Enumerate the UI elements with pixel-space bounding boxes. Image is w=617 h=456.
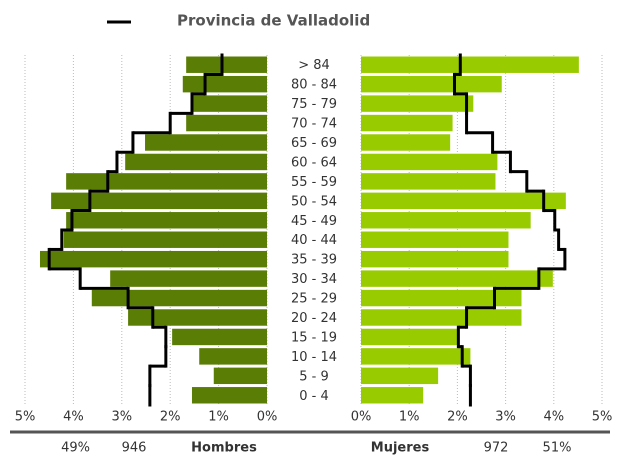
total-percent: 51% — [543, 441, 572, 456]
total-percent: 49% — [61, 441, 90, 456]
series-label: Hombres — [191, 441, 257, 456]
bar — [63, 231, 267, 248]
x-tick-label: 1% — [399, 410, 420, 425]
bar — [361, 348, 471, 365]
bar — [361, 134, 451, 151]
category-label: 20 - 24 — [291, 311, 337, 326]
x-tick-label: 5% — [15, 410, 36, 425]
bar — [361, 56, 579, 73]
category-label: 35 - 39 — [291, 253, 337, 268]
bar — [199, 348, 267, 365]
category-label: 60 - 64 — [291, 155, 337, 170]
bar — [172, 328, 267, 346]
category-label: 5 - 9 — [299, 369, 329, 384]
category-label: 70 - 74 — [291, 117, 337, 132]
series-label: Mujeres — [371, 441, 430, 456]
category-label: 25 - 29 — [291, 292, 337, 307]
bar — [66, 212, 267, 229]
bar — [182, 75, 267, 93]
category-label: 65 - 69 — [291, 136, 337, 151]
x-tick-label: 4% — [543, 410, 564, 425]
category-label: 80 - 84 — [291, 78, 337, 93]
x-tick-label: 2% — [160, 410, 181, 425]
x-tick-label: 4% — [63, 410, 84, 425]
bar — [125, 153, 267, 171]
bar — [40, 250, 268, 268]
bar — [361, 231, 509, 248]
bar — [361, 153, 498, 171]
bar — [128, 309, 267, 326]
x-tick-label: 3% — [495, 410, 516, 425]
category-label: 45 - 49 — [291, 214, 337, 229]
x-tick-label: 3% — [111, 410, 132, 425]
category-label: 50 - 54 — [291, 194, 337, 209]
bar — [191, 387, 267, 404]
category-label: 75 - 79 — [291, 97, 337, 112]
x-tick-label: 0% — [257, 410, 278, 425]
category-label: 55 - 59 — [291, 175, 337, 190]
category-label: 30 - 34 — [291, 272, 337, 287]
bar — [51, 192, 267, 210]
bar — [91, 289, 268, 307]
bar — [361, 367, 439, 385]
bar — [186, 114, 267, 132]
category-label: 40 - 44 — [291, 233, 337, 248]
bar — [361, 114, 453, 132]
x-tick-label: 5% — [592, 410, 613, 425]
total-count: 946 — [122, 441, 147, 456]
x-tick-label: 2% — [447, 410, 468, 425]
bar — [361, 387, 424, 404]
bar — [192, 95, 267, 112]
bar — [361, 95, 474, 112]
bar — [186, 56, 267, 73]
legend-label: Provincia de Valladolid — [177, 12, 370, 30]
bar — [145, 134, 267, 151]
bar — [361, 309, 522, 326]
bar — [66, 173, 267, 190]
category-label: 10 - 14 — [291, 350, 337, 365]
bar — [361, 250, 509, 268]
bar — [110, 270, 268, 287]
bar — [361, 173, 496, 190]
category-label: 15 - 19 — [291, 330, 337, 345]
bar — [361, 212, 531, 229]
x-tick-label: 0% — [351, 410, 372, 425]
total-count: 972 — [484, 441, 509, 456]
category-label: > 84 — [298, 58, 330, 73]
bar — [361, 328, 459, 346]
bar — [361, 270, 553, 287]
bar — [361, 289, 522, 307]
category-label: 0 - 4 — [299, 389, 329, 404]
x-tick-label: 1% — [208, 410, 229, 425]
bar — [361, 75, 502, 93]
bar — [213, 367, 267, 385]
bar — [361, 192, 566, 210]
